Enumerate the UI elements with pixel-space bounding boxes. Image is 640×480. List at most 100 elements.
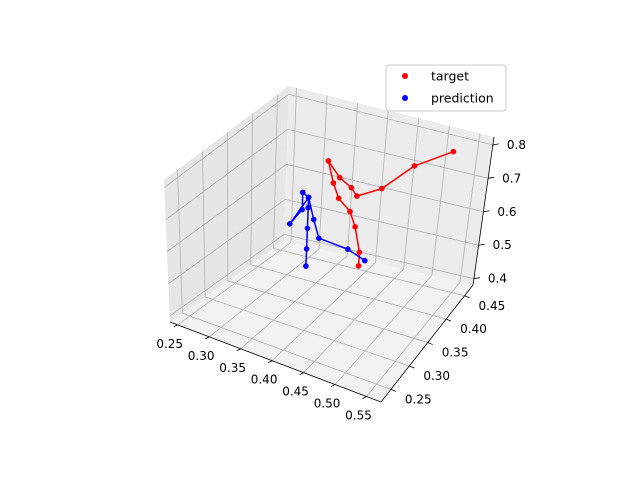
grid-y-left [177,169,183,314]
data-point-prediction [304,225,311,232]
data-point-prediction [303,263,309,269]
legend-frame [385,64,507,112]
grid-x-floor [240,255,348,350]
grid-y-floor [204,296,410,367]
x-tick-label: 0.50 [314,397,341,411]
data-point-target [335,195,342,202]
grid-x-back [431,125,450,276]
data-point-prediction [303,246,310,252]
data-point-target [379,185,385,192]
x-tick-mark [362,396,367,399]
data-point-prediction [305,194,312,201]
z-tick-label: 0.8 [507,138,526,152]
grid-x-floor [208,248,320,338]
y-tick-label: 0.40 [460,322,487,336]
data-point-target [352,224,358,230]
y-axis-line [380,284,474,403]
z-tick-mark [478,243,485,246]
grid-y-left [250,113,253,265]
z-tick-mark [473,277,480,280]
y-tick-label: 0.25 [405,392,432,406]
x-tick-mark [330,384,336,387]
data-point-target [450,148,457,155]
grid-x-back [346,103,359,256]
y-tick-mark [390,388,397,392]
grid-y-floor [227,280,428,343]
x-tick-mark [299,372,304,376]
data-point-target [337,174,343,181]
grid-z-left [169,234,285,317]
data-point-target [411,163,418,169]
grid-z-back [287,128,489,179]
legend-marker-target [402,73,408,79]
grid-x-back [318,95,328,250]
grid-x-back [290,87,297,243]
grid-x-floor [334,275,433,385]
z-tick-mark [488,176,495,179]
x-tick-label: 0.55 [345,409,372,423]
grid-y-left [273,94,278,249]
grid-x-back [403,118,420,269]
grid-z-left [165,128,288,220]
grid-z-back [284,233,474,280]
grid-z-left [166,163,287,253]
legend: target prediction [385,64,507,112]
data-point-prediction [287,221,293,227]
grid-y-floor [182,312,392,390]
plot-series [287,148,457,269]
grid-x-floor [271,262,376,362]
x-tick-label: 0.45 [282,385,309,399]
x-tick-mark [236,348,241,352]
data-point-target [330,180,337,186]
z-tick-label: 0.7 [502,171,521,185]
x-tick-label: 0.35 [219,361,246,375]
y-tick-mark [427,342,433,345]
legend-marker-prediction [402,95,408,101]
x-tick-mark [204,336,210,340]
z-axis-line [472,136,495,286]
grid-lines [164,87,493,397]
legend-label-target: target [431,69,469,84]
grid-z-left [168,199,286,285]
legend-label-prediction: prediction [431,91,494,106]
grid-z-back [286,163,484,213]
axis-lines [169,136,495,403]
grid-x-floor [366,281,461,397]
data-point-prediction [316,235,322,241]
grid-z-back [288,93,493,146]
z-tick-label: 0.5 [493,238,512,252]
data-point-target [348,184,355,191]
y-tick-label: 0.35 [442,346,469,360]
x-tick-mark [173,324,178,328]
data-point-prediction [300,189,306,196]
pane-left-wall [164,86,289,322]
grid-y-floor [273,248,465,297]
data-point-target [356,249,363,256]
y-tick-label: 0.30 [423,369,450,383]
z-tick-mark [492,143,499,146]
z-tick-label: 0.4 [488,272,507,286]
grid-z-back [285,198,479,246]
grid-y-floor [250,264,447,320]
data-point-target [355,263,362,269]
y-tick-label: 0.45 [479,299,506,313]
x-tick-label: 0.25 [156,337,183,351]
grid-y-left [202,151,206,298]
data-point-prediction [362,257,368,264]
data-point-prediction [345,246,351,252]
z-tick-mark [483,210,490,213]
pane-back-wall [284,86,494,285]
y-tick-mark [464,295,470,299]
data-point-prediction [310,216,317,223]
x-tick-label: 0.30 [188,349,215,363]
x-tick-mark [267,360,273,364]
data-point-prediction [299,206,306,213]
grid-x-floor [303,268,404,373]
grid-z-left [164,93,289,188]
data-point-prediction [305,204,312,211]
data-point-target [347,208,353,215]
data-point-target [354,193,360,199]
x-tick-label: 0.40 [251,373,278,387]
